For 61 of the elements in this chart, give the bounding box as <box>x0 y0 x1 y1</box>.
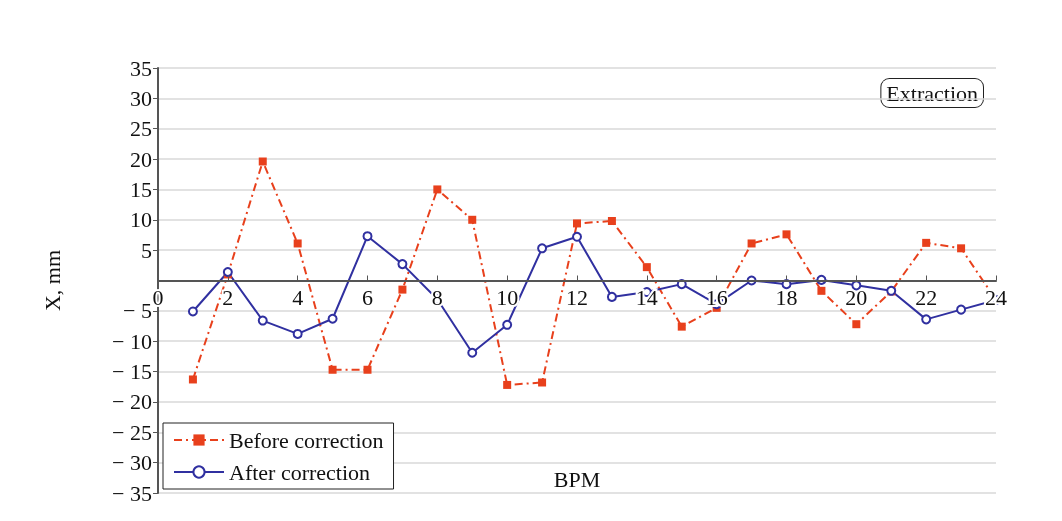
point <box>327 313 338 324</box>
point <box>573 219 581 228</box>
x-tick-label: 2 <box>222 285 234 310</box>
point <box>921 314 932 325</box>
point <box>257 315 268 326</box>
y-tick-label: 35 <box>130 55 152 81</box>
point <box>817 286 826 295</box>
y-tick-label: − 15 <box>112 359 152 385</box>
point <box>537 243 548 254</box>
x-tick-label: 6 <box>362 285 373 310</box>
y-tick-label: − 35 <box>112 480 152 506</box>
point <box>957 244 966 253</box>
point <box>642 263 651 272</box>
x-tick-label: 20 <box>845 285 868 310</box>
point <box>467 347 478 358</box>
point <box>187 306 198 317</box>
y-tick-label: 15 <box>130 176 152 202</box>
point <box>677 322 686 331</box>
y-tick-label: 25 <box>130 116 152 142</box>
point <box>956 304 967 315</box>
point <box>188 375 197 384</box>
point <box>852 320 861 329</box>
point <box>328 365 337 374</box>
x-tick-label: 12 <box>566 285 588 310</box>
y-tick-label: − 5 <box>123 298 152 324</box>
point <box>502 319 513 330</box>
y-tick-label: − 10 <box>112 328 152 354</box>
point <box>606 291 617 302</box>
point <box>362 231 373 242</box>
point <box>503 380 512 389</box>
legend-label: Before correction <box>229 427 384 453</box>
y-axis-title: X, mm <box>39 249 65 312</box>
point <box>607 217 616 225</box>
y-tick-label: 10 <box>130 207 152 233</box>
y-tick-label: − 20 <box>112 389 152 415</box>
x-tick-label: 8 <box>431 285 443 310</box>
point <box>397 259 408 270</box>
point <box>398 285 407 294</box>
x-tick-label: 22 <box>915 285 938 310</box>
annotation: Extraction <box>886 80 979 106</box>
x-axis-title: BPM <box>553 467 601 493</box>
point <box>258 157 267 166</box>
x-tick-label: 10 <box>496 285 519 310</box>
point <box>433 185 442 194</box>
point <box>468 215 477 224</box>
y-tick-label: − 25 <box>112 419 152 445</box>
legend-label: After correction <box>229 459 371 485</box>
point <box>782 230 791 239</box>
y-tick-label: 20 <box>130 146 152 172</box>
point <box>572 231 582 242</box>
point <box>538 378 547 387</box>
point <box>363 365 372 374</box>
point <box>922 238 931 247</box>
x-tick-label: 4 <box>292 285 304 310</box>
point <box>292 328 303 339</box>
point <box>747 239 756 248</box>
y-tick-label: 5 <box>141 237 152 263</box>
y-tick-label: 30 <box>130 85 152 111</box>
y-tick-label: − 30 <box>112 450 152 476</box>
x-tick-label: 18 <box>775 285 798 310</box>
point <box>293 239 302 248</box>
